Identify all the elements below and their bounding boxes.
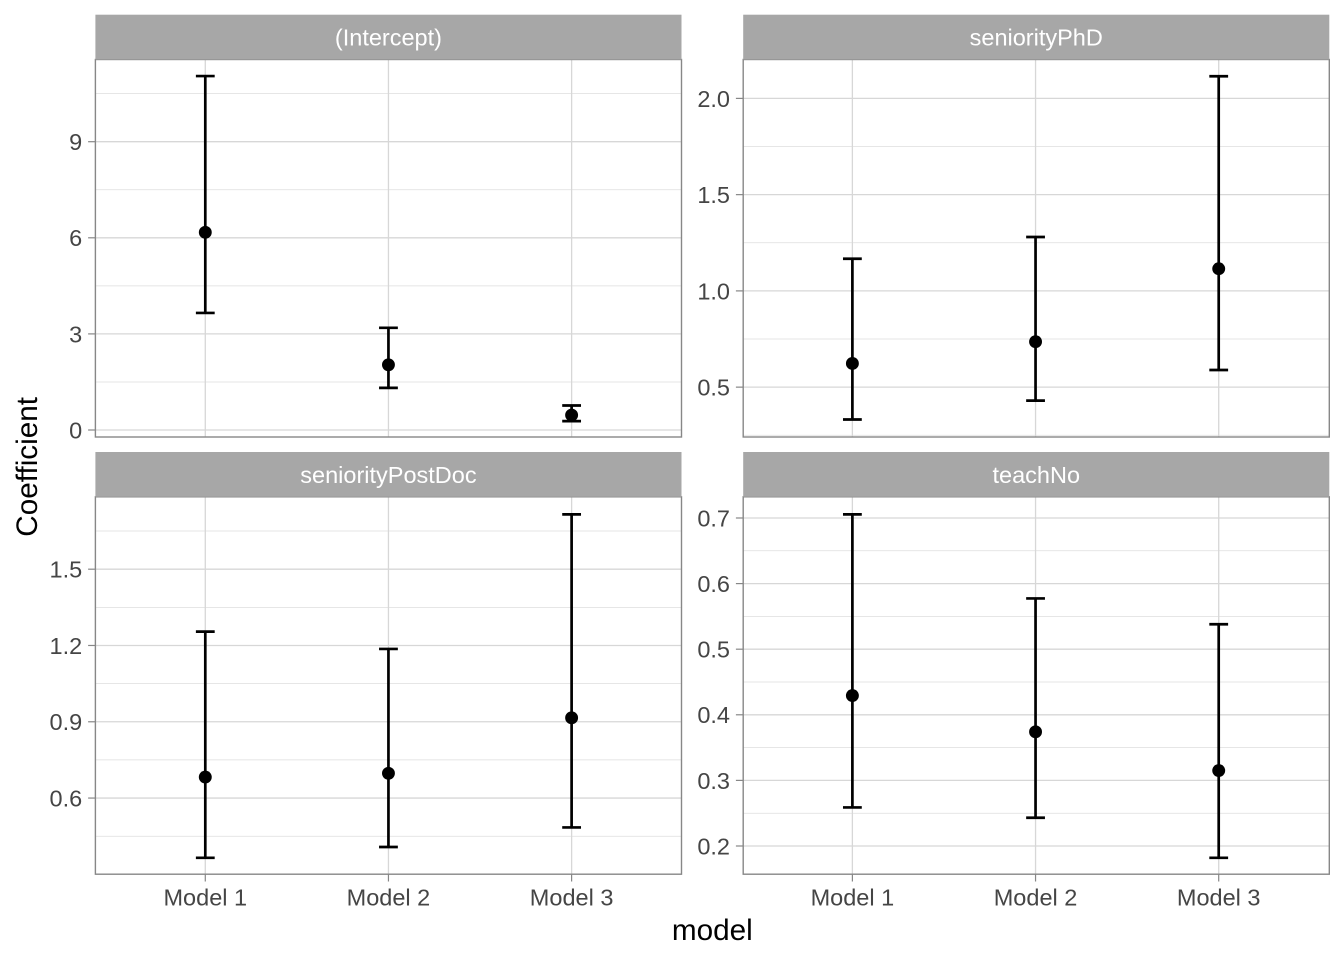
- svg-text:0.6: 0.6: [50, 785, 83, 811]
- svg-text:3: 3: [69, 321, 82, 347]
- svg-text:9: 9: [69, 129, 82, 155]
- svg-text:6: 6: [69, 225, 82, 251]
- svg-text:0.3: 0.3: [697, 768, 730, 794]
- svg-text:0.4: 0.4: [697, 702, 730, 728]
- svg-text:0.5: 0.5: [697, 637, 730, 663]
- svg-text:seniorityPhD: seniorityPhD: [970, 25, 1103, 51]
- svg-text:Model 3: Model 3: [1177, 885, 1261, 911]
- svg-text:Model 1: Model 1: [163, 885, 247, 911]
- svg-text:seniorityPostDoc: seniorityPostDoc: [300, 462, 477, 488]
- svg-text:Model 2: Model 2: [994, 885, 1078, 911]
- svg-text:Coefficient: Coefficient: [11, 396, 44, 536]
- svg-text:1.5: 1.5: [50, 557, 83, 583]
- svg-text:2.0: 2.0: [697, 86, 730, 112]
- svg-text:0.7: 0.7: [697, 505, 730, 531]
- svg-text:0.6: 0.6: [697, 571, 730, 597]
- svg-text:(Intercept): (Intercept): [335, 25, 442, 51]
- svg-text:0: 0: [69, 417, 82, 443]
- svg-text:1.2: 1.2: [50, 633, 83, 659]
- svg-text:0.9: 0.9: [50, 709, 83, 735]
- svg-text:0.2: 0.2: [697, 833, 730, 859]
- svg-text:0.5: 0.5: [697, 375, 730, 401]
- svg-text:Model 1: Model 1: [811, 885, 895, 911]
- svg-text:teachNo: teachNo: [992, 462, 1080, 488]
- svg-text:Model 3: Model 3: [530, 885, 614, 911]
- svg-text:Model 2: Model 2: [347, 885, 431, 911]
- svg-text:1.5: 1.5: [697, 182, 730, 208]
- svg-text:model: model: [672, 914, 753, 947]
- svg-text:1.0: 1.0: [697, 278, 730, 304]
